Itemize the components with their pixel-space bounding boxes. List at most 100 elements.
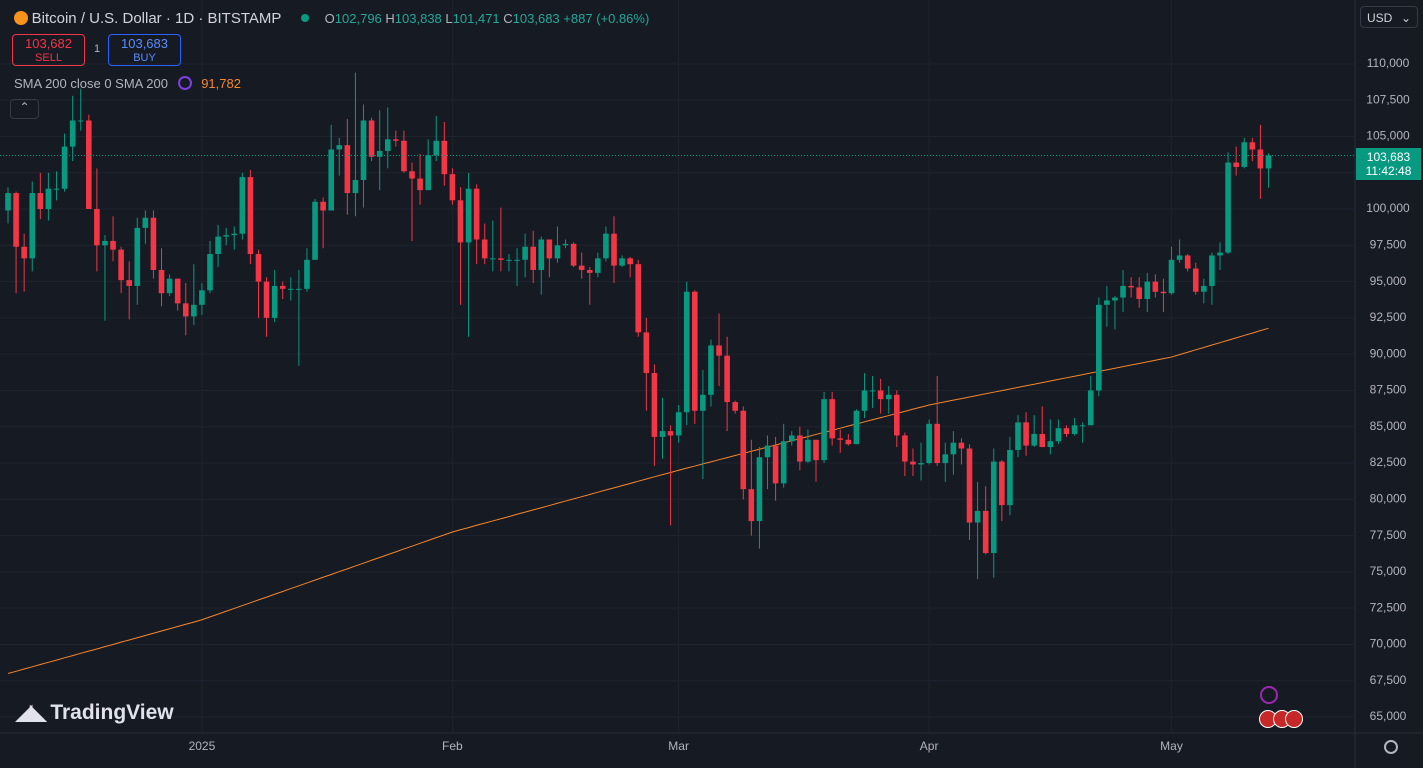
candle-body bbox=[1184, 255, 1191, 269]
candle-body bbox=[1023, 422, 1029, 446]
candle-body bbox=[21, 246, 27, 259]
candle-body bbox=[926, 423, 932, 464]
candle-body bbox=[877, 390, 884, 400]
buy-label: BUY bbox=[133, 52, 156, 64]
candle-body bbox=[562, 243, 569, 246]
candle-body bbox=[126, 280, 132, 286]
candle-body bbox=[1217, 252, 1223, 256]
y-tick-label: 77,500 bbox=[1370, 528, 1407, 542]
y-tick-label: 87,500 bbox=[1370, 383, 1407, 397]
y-tick-label: 65,000 bbox=[1370, 709, 1407, 723]
l-label: L bbox=[445, 11, 453, 26]
candle-body bbox=[530, 246, 536, 270]
candle-body bbox=[748, 489, 755, 522]
last-price-tag: 103,683 11:42:48 bbox=[1356, 147, 1421, 180]
candle-body bbox=[61, 146, 68, 189]
settings-button[interactable] bbox=[1384, 740, 1398, 754]
candle-body bbox=[635, 264, 642, 333]
candle-body bbox=[142, 217, 149, 228]
candle-body bbox=[465, 188, 472, 243]
candle-body bbox=[1087, 390, 1094, 426]
candle-body bbox=[1031, 433, 1037, 446]
candle-body bbox=[182, 303, 189, 317]
candle-body bbox=[1152, 281, 1159, 292]
indicator-icon[interactable] bbox=[177, 76, 192, 90]
candle-body bbox=[1104, 300, 1110, 305]
candle-body bbox=[215, 236, 221, 255]
candle-body bbox=[902, 435, 908, 462]
candle-body bbox=[490, 258, 496, 260]
candle-body bbox=[578, 265, 585, 270]
sell-price: 103,682 bbox=[25, 36, 72, 51]
y-tick-label: 110,000 bbox=[1367, 56, 1410, 70]
candle-body bbox=[1015, 422, 1021, 450]
countdown: 11:42:48 bbox=[1365, 163, 1412, 178]
market-status[interactable] bbox=[301, 14, 310, 22]
candle-body bbox=[1063, 428, 1070, 434]
candle-body bbox=[869, 390, 876, 392]
candle-body bbox=[304, 259, 310, 289]
candle-body bbox=[829, 399, 835, 439]
symbol-title[interactable]: Bitcoin / U.S. Dollar · 1D · BITSTAMP bbox=[31, 10, 282, 27]
indicator-legend[interactable]: SMA 200 close 0 SMA 200 91,782 bbox=[14, 76, 241, 91]
y-tick-label: 80,000 bbox=[1370, 491, 1407, 505]
o-label: O bbox=[324, 11, 335, 26]
candle-body bbox=[554, 245, 561, 259]
currency: USD bbox=[1367, 11, 1393, 25]
candle-body bbox=[1160, 291, 1167, 294]
candle-body bbox=[1096, 304, 1102, 391]
candle-body bbox=[1176, 255, 1183, 260]
candle-body bbox=[433, 140, 440, 156]
candle-body bbox=[150, 217, 157, 270]
candle-body bbox=[288, 288, 294, 290]
candle-body bbox=[393, 139, 399, 141]
candle-body bbox=[1071, 425, 1078, 434]
x-tick-label: May bbox=[1160, 739, 1183, 753]
candle-body bbox=[683, 291, 690, 413]
candle-body bbox=[1233, 162, 1239, 167]
buy-button[interactable]: 103,683 BUY bbox=[108, 34, 181, 66]
candle-body bbox=[409, 171, 415, 179]
watermark-text: TradingView bbox=[50, 701, 174, 724]
candle-body bbox=[336, 145, 343, 150]
candle-body bbox=[166, 278, 173, 294]
candle-body bbox=[328, 149, 334, 211]
candle-body bbox=[352, 179, 359, 194]
us-flag[interactable] bbox=[1285, 710, 1303, 728]
candle-body bbox=[344, 145, 351, 194]
event-flags[interactable] bbox=[1259, 710, 1303, 728]
candle-body bbox=[118, 249, 124, 281]
candle-body bbox=[813, 439, 819, 461]
candle-body bbox=[320, 201, 326, 211]
candle-body bbox=[86, 120, 92, 210]
candle-body bbox=[110, 240, 116, 250]
candle-body bbox=[692, 291, 698, 411]
candle-body bbox=[77, 120, 84, 122]
o-value: 102,796 bbox=[334, 11, 382, 26]
candle-body bbox=[255, 254, 262, 282]
candle-body bbox=[69, 120, 76, 147]
candle-body bbox=[473, 188, 480, 240]
candle-body bbox=[37, 193, 44, 210]
candle-body bbox=[441, 140, 448, 175]
candle-body bbox=[263, 281, 270, 318]
candle-body bbox=[910, 461, 916, 465]
sell-button[interactable]: 103,682 SELL bbox=[12, 34, 85, 66]
candle-body bbox=[514, 259, 520, 261]
candle-body bbox=[5, 193, 11, 211]
earnings-flag[interactable] bbox=[1260, 686, 1278, 704]
spread: 1 bbox=[94, 43, 101, 55]
candle-body bbox=[368, 120, 375, 157]
candle-body bbox=[506, 259, 512, 261]
candle-body bbox=[1168, 259, 1175, 294]
candle-body bbox=[1136, 287, 1142, 300]
candle-body bbox=[934, 423, 940, 464]
candle-body bbox=[805, 439, 811, 462]
watermark: ◢◣ TradingView bbox=[16, 700, 174, 725]
candle-body bbox=[1225, 162, 1231, 253]
candle-body bbox=[498, 258, 504, 260]
candle-body bbox=[1201, 285, 1207, 292]
candle-body bbox=[667, 431, 674, 436]
currency-select[interactable]: USD ⌄ bbox=[1360, 6, 1418, 28]
collapse-button[interactable]: ⌃ bbox=[10, 99, 39, 119]
